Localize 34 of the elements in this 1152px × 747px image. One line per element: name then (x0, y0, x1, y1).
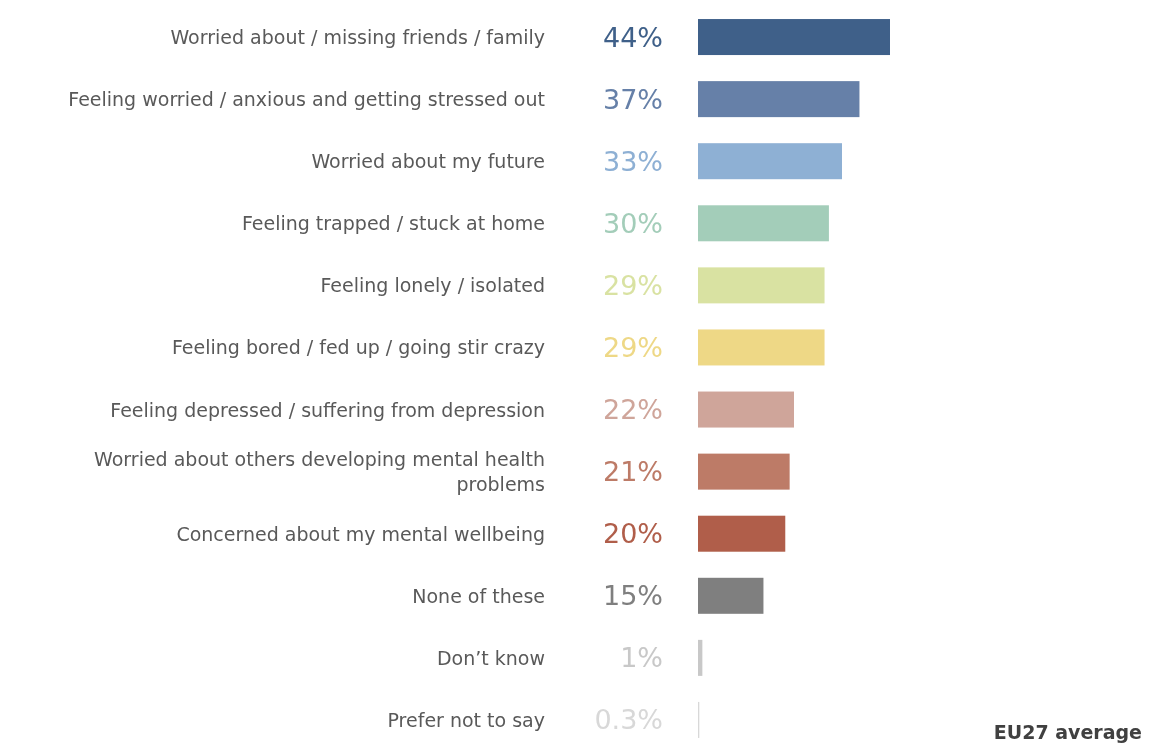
bar (698, 329, 825, 366)
y-tick-label: Concerned about my mental wellbeing (176, 522, 545, 545)
bar (698, 577, 764, 614)
bar (698, 19, 890, 56)
bar (698, 81, 860, 118)
bar (698, 267, 825, 304)
bar (698, 391, 794, 428)
y-tick-label: Feeling trapped / stuck at home (241, 212, 545, 235)
y-tick-label: Feeling depressed / suffering from depression (110, 398, 545, 421)
bar (698, 453, 790, 490)
data-label: 22% (602, 394, 663, 426)
data-label: 29% (602, 269, 663, 301)
data-label: 37% (602, 83, 663, 115)
bar (698, 639, 703, 676)
y-tick-label: Worried about others developing mental health problems (94, 448, 545, 496)
data-label: 29% (602, 331, 663, 363)
y-tick-label: Worried about / missing friends / family (170, 26, 545, 49)
y-tick-label: Don’t know (436, 646, 545, 669)
data-label: 30% (602, 207, 663, 239)
y-tick-label: Prefer not to say (387, 708, 545, 731)
text: EU27 average (993, 721, 1142, 743)
data-label: 15% (602, 580, 663, 612)
y-tick-label: Feeling bored / fed up / going stir crazy (171, 336, 545, 359)
bar (698, 205, 829, 242)
data-label: 33% (602, 145, 663, 177)
data-label: 20% (602, 518, 663, 550)
bar (698, 143, 842, 180)
bar (698, 515, 786, 552)
data-label: 44% (602, 21, 663, 53)
y-tick-label: Feeling worried / anxious and getting stressed out (68, 88, 545, 111)
y-tick-label: Feeling lonely / isolated (320, 274, 545, 297)
y-tick-label: Worried about my future (311, 150, 545, 173)
y-tick-label: None of these (412, 584, 545, 607)
data-label: 21% (602, 456, 663, 488)
